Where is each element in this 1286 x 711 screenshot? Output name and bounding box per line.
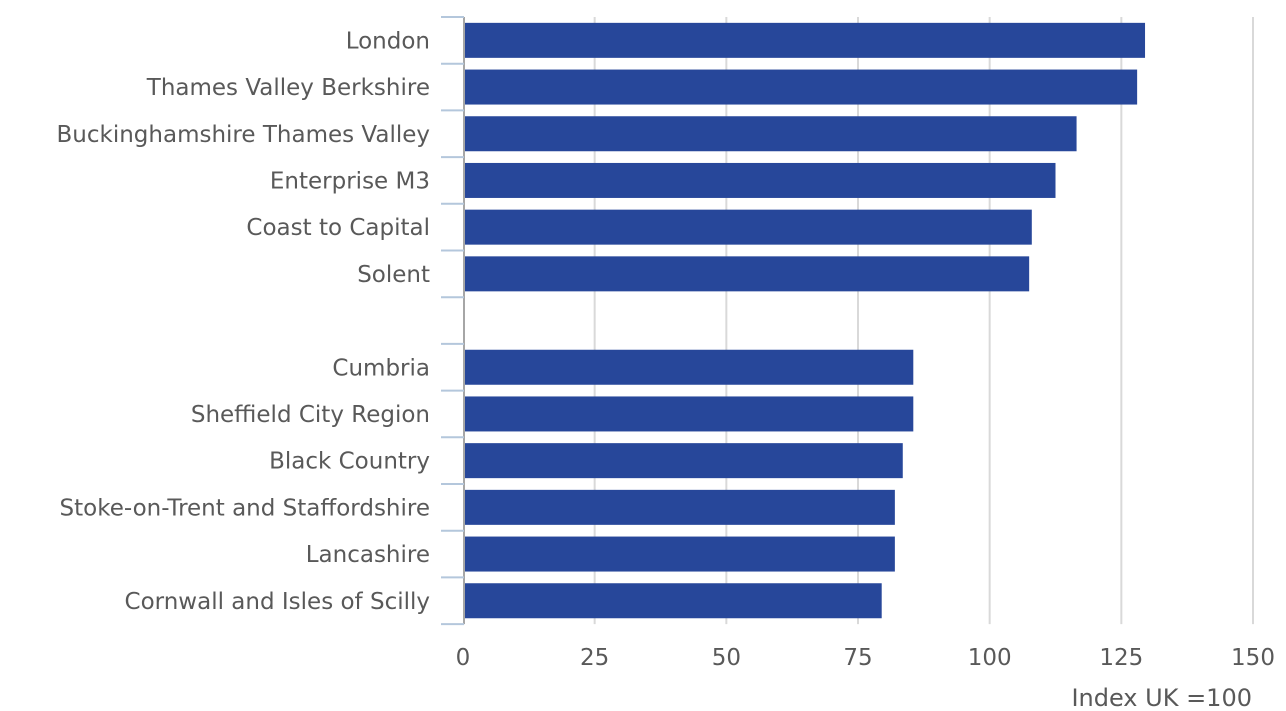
category-label: Cornwall and Isles of Scilly [125,589,430,615]
category-label: Lancashire [306,542,430,568]
bar [464,536,895,572]
category-label: Thames Valley Berkshire [146,75,430,101]
category-label: Stoke-on-Trent and Staffordshire [60,495,431,521]
bar [464,583,882,619]
x-axis-title: Index UK =100 [1071,684,1252,711]
bar [464,69,1138,105]
bar [464,256,1030,292]
category-label: Buckinghamshire Thames Valley [57,122,430,148]
bar [464,396,914,432]
bar [464,209,1032,245]
category-labels: London Thames Valley Berkshire Buckinghams… [57,28,430,614]
bar [464,443,903,479]
x-tick-label: 100 [968,645,1012,671]
category-axis [441,16,465,626]
bars [464,22,1146,619]
bar [464,489,895,525]
x-tick-labels: 0 25 50 75 100 125 150 [456,645,1275,671]
x-tick-label: 125 [1099,645,1143,671]
x-tick-label: 150 [1231,645,1275,671]
x-tick-label: 25 [580,645,609,671]
x-tick-label: 50 [712,645,741,671]
category-label: London [346,28,430,54]
category-label: Enterprise M3 [270,168,430,194]
category-label: Black Country [269,449,430,475]
bar [464,349,914,385]
category-label: Solent [357,262,430,288]
category-label: Sheffield City Region [191,402,430,428]
x-tick-label: 75 [843,645,872,671]
category-label: Cumbria [332,355,430,381]
gridlines [593,17,1254,625]
bar [464,116,1077,152]
category-label: Coast to Capital [246,215,430,241]
bar [464,162,1056,198]
x-tick-label: 0 [456,645,471,671]
bar [464,22,1146,58]
